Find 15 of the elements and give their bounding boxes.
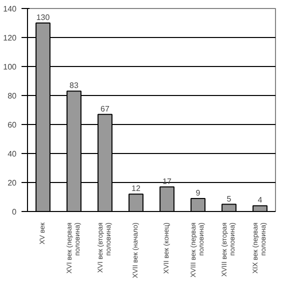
data-label: 4 xyxy=(258,196,263,205)
y-tick-label: 120 xyxy=(3,34,18,42)
y-tick-label: 100 xyxy=(3,62,18,72)
data-label: 130 xyxy=(36,13,50,22)
data-label: 9 xyxy=(196,188,201,198)
data-label: 83 xyxy=(70,81,79,90)
y-tick-label: 140 xyxy=(3,4,18,14)
data-label: 67 xyxy=(100,104,110,114)
y-tick-label: 0 xyxy=(12,208,18,216)
data-label: 12 xyxy=(132,184,141,194)
y-tick-label: 80 xyxy=(8,92,18,100)
y-tick-label: 60 xyxy=(8,120,18,130)
y-tick-label: 40 xyxy=(8,150,18,158)
data-label: 5 xyxy=(226,194,232,204)
y-tick-label: 20 xyxy=(8,178,18,188)
